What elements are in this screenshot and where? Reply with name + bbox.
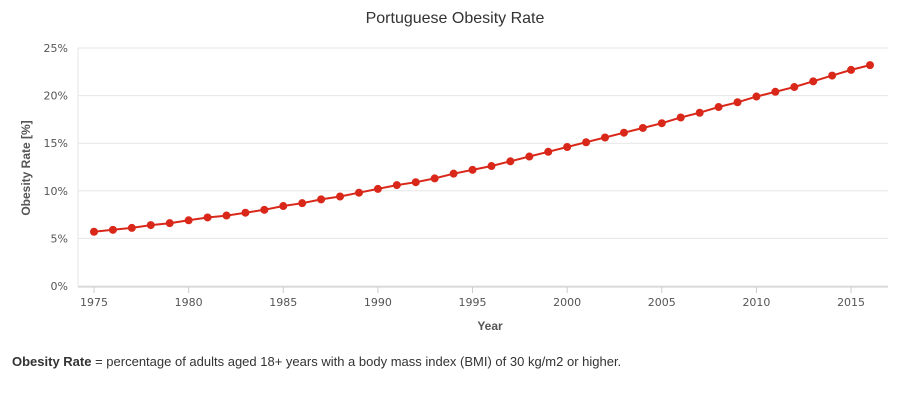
y-axis-title: Obesity Rate [%] [19, 120, 33, 215]
x-tick-label: 1995 [459, 296, 487, 309]
y-tick-label: 15% [44, 137, 68, 150]
x-axis-ticks: 1975 1980 1985 1990 1995 2000 2005 2010 2015 [80, 287, 865, 309]
chart-title: Portuguese Obesity Rate [366, 10, 545, 27]
data-point[interactable] [752, 92, 761, 101]
data-point[interactable] [866, 61, 874, 70]
x-tick-label: 2000 [553, 296, 581, 309]
footnote: Obesity Rate = percentage of adults aged… [12, 354, 621, 369]
data-point[interactable] [809, 77, 818, 86]
y-axis-ticks: 0% 5% 10% 15% 20% 25% [44, 42, 68, 293]
data-point[interactable] [582, 138, 591, 147]
data-point[interactable] [146, 221, 155, 230]
data-point[interactable] [260, 205, 269, 214]
footnote-term: Obesity Rate [12, 354, 92, 369]
data-point[interactable] [127, 223, 136, 232]
y-tick-label: 20% [44, 90, 68, 103]
data-point[interactable] [601, 133, 610, 142]
data-point[interactable] [108, 225, 117, 234]
data-point[interactable] [657, 119, 666, 128]
obesity-chart: Portuguese Obesity Rate 0% 5% 10% 15% 20% 25%… [19, 10, 888, 333]
data-point[interactable] [468, 165, 477, 174]
data-point[interactable] [90, 227, 98, 236]
y-tick-label: 25% [44, 42, 68, 55]
footnote-text: = percentage of adults aged 18+ years wi… [91, 354, 622, 369]
data-point[interactable] [298, 199, 307, 208]
data-point[interactable] [165, 219, 174, 228]
data-point[interactable] [354, 188, 363, 197]
data-point[interactable] [733, 98, 742, 107]
data-point[interactable] [184, 216, 193, 225]
data-point[interactable] [392, 181, 401, 190]
data-point[interactable] [790, 83, 799, 92]
data-point[interactable] [506, 157, 515, 166]
data-point[interactable] [449, 169, 458, 178]
x-tick-label: 1990 [364, 296, 392, 309]
y-tick-label: 10% [44, 185, 68, 198]
x-tick-label: 1980 [175, 296, 203, 309]
data-point[interactable] [638, 123, 647, 132]
data-point[interactable] [279, 202, 288, 211]
series-line [93, 64, 871, 233]
data-point[interactable] [411, 178, 420, 187]
y-tick-label: 0% [51, 280, 68, 293]
data-point[interactable] [847, 65, 856, 74]
data-point[interactable] [430, 174, 439, 183]
data-point[interactable] [771, 87, 780, 96]
data-point[interactable] [241, 208, 250, 217]
data-point[interactable] [676, 113, 685, 122]
data-point[interactable] [544, 147, 553, 156]
chart-grid [77, 47, 888, 288]
data-point[interactable] [619, 128, 628, 137]
data-point[interactable] [828, 71, 837, 80]
x-tick-label: 2005 [648, 296, 676, 309]
data-point[interactable] [373, 184, 382, 193]
series-obesity-rate [90, 61, 874, 236]
x-tick-label: 2015 [837, 296, 865, 309]
x-tick-label: 2010 [742, 296, 770, 309]
data-point[interactable] [525, 152, 534, 161]
data-point[interactable] [695, 108, 704, 117]
x-tick-label: 1985 [269, 296, 297, 309]
data-point[interactable] [317, 195, 326, 204]
data-point[interactable] [563, 143, 572, 152]
y-tick-label: 5% [51, 232, 68, 245]
data-point[interactable] [336, 192, 345, 201]
x-axis-title: Year [477, 319, 503, 333]
data-point[interactable] [714, 103, 723, 112]
data-point[interactable] [222, 211, 231, 220]
data-point[interactable] [487, 162, 496, 171]
x-tick-label: 1975 [80, 296, 108, 309]
data-point[interactable] [203, 213, 212, 222]
